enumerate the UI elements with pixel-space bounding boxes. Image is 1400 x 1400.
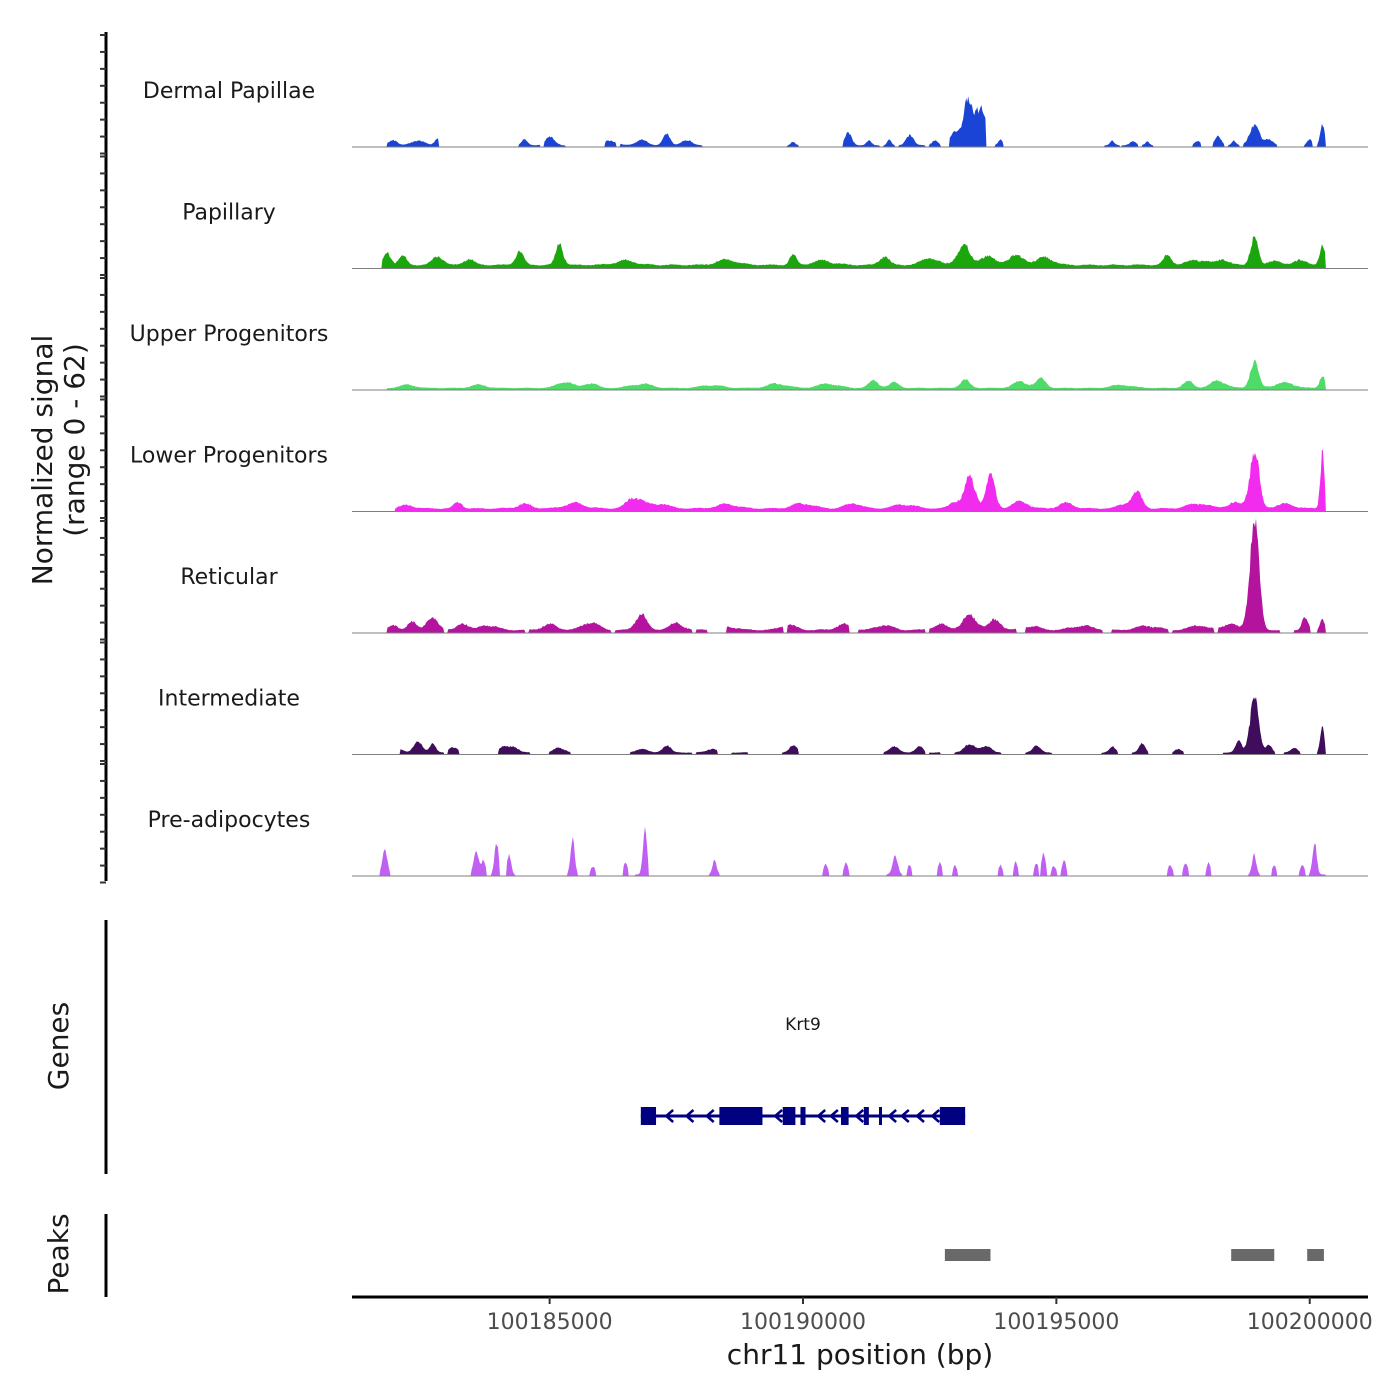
signal-area (352, 518, 1368, 633)
track-label: Dermal Papillae (143, 79, 315, 104)
strand-arrow (899, 1109, 910, 1123)
coverage-tracks: Dermal Papillae Papillary Upper Progenitor… (130, 79, 1368, 877)
signal-area (352, 450, 1368, 511)
x-tick-label: 100195000 (993, 1310, 1119, 1335)
track-reticular: Reticular (180, 518, 1368, 634)
strand-arrow (887, 1109, 897, 1123)
track-upper-progenitors: Upper Progenitors (130, 322, 1368, 391)
peak-region (1307, 1249, 1324, 1261)
gene-exon (840, 1107, 849, 1125)
signal-area (352, 359, 1368, 390)
strand-arrow (854, 1109, 865, 1123)
peak-region (944, 1249, 991, 1261)
strand-arrow (773, 1109, 783, 1123)
x-axis-title: chr11 position (bp) (727, 1338, 993, 1371)
track-label: Pre-adipocytes (148, 808, 311, 833)
signal-y-axis (100, 32, 108, 884)
track-label: Reticular (180, 565, 278, 590)
strand-arrow (816, 1109, 827, 1123)
strand-arrow (828, 1109, 839, 1123)
gene-name-label: Krt9 (785, 1015, 821, 1035)
track-pre-adipocytes: Pre-adipocytes (148, 808, 1368, 877)
track-papillary: Papillary (182, 201, 1368, 269)
track-lower-progenitors: Lower Progenitors (130, 444, 1368, 512)
gene-exon (782, 1107, 796, 1125)
x-tick-label: 100185000 (487, 1310, 613, 1335)
strand-arrow (915, 1109, 925, 1123)
peaks-track-label: Peaks (42, 1213, 75, 1294)
gene-exon (800, 1107, 806, 1125)
signal-area (352, 826, 1368, 876)
signal-area (352, 236, 1368, 268)
x-axis: 100185000 100190000 100195000 100200000 (352, 1295, 1373, 1335)
gene-exon (863, 1107, 869, 1125)
genes-track-label: Genes (42, 1002, 75, 1090)
track-dermal-papillae: Dermal Papillae (143, 79, 1368, 148)
y-axis-label-line2: (range 0 - 62) (58, 343, 91, 537)
track-intermediate: Intermediate (158, 687, 1368, 755)
track-label: Intermediate (158, 687, 300, 712)
track-label: Lower Progenitors (130, 444, 328, 469)
peaks-panel (104, 1214, 1324, 1297)
signal-area (352, 697, 1368, 754)
gene-exon (640, 1107, 657, 1125)
x-tick-label: 100190000 (740, 1310, 866, 1335)
strand-arrow (704, 1109, 715, 1123)
genes-panel: Krt9 (104, 920, 966, 1174)
y-axis-label-line1: Normalized signal (26, 335, 59, 586)
x-tick-label: 100200000 (1247, 1310, 1373, 1335)
signal-area (352, 96, 1368, 147)
track-label: Papillary (182, 201, 276, 226)
strand-arrow (664, 1109, 674, 1123)
gene-krt9: Krt9 (640, 1015, 966, 1125)
gene-exon (879, 1107, 883, 1125)
strand-arrow (930, 1109, 941, 1123)
strand-arrow (684, 1109, 695, 1123)
gene-exon (719, 1107, 763, 1125)
track-label: Upper Progenitors (130, 322, 329, 347)
peak-region (1231, 1249, 1275, 1261)
gene-exon (939, 1107, 966, 1125)
